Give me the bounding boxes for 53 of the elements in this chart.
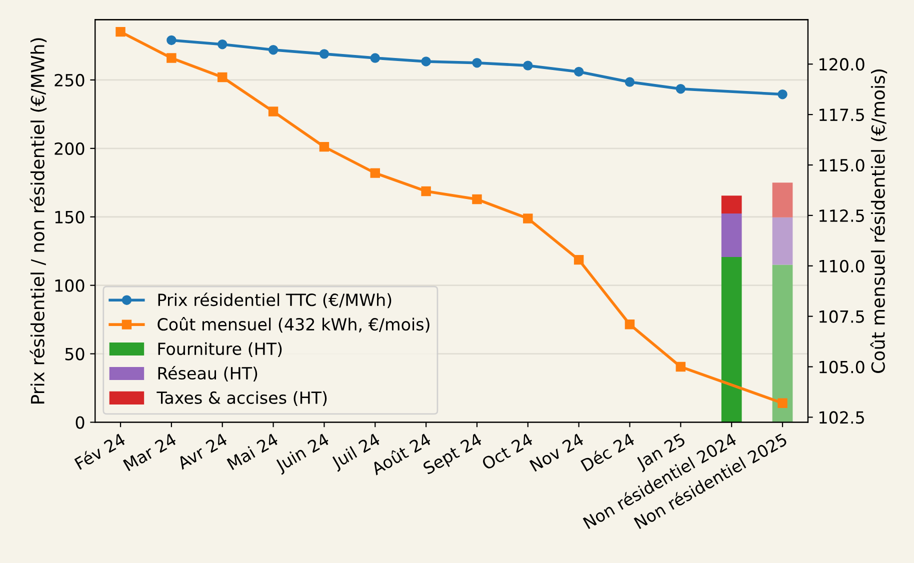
- bar: [721, 196, 742, 214]
- point: [574, 66, 584, 77]
- y-tick-label: 150: [55, 210, 84, 224]
- y2-tick-label: 102.5: [820, 411, 864, 424]
- x-tick-label: Avr 24: [176, 432, 228, 470]
- point: [624, 320, 635, 330]
- bar: [772, 217, 793, 265]
- point: [218, 72, 228, 82]
- point: [472, 194, 482, 204]
- y2-tick-label: 112.5: [820, 209, 864, 222]
- point: [319, 142, 330, 152]
- y2-tick-label: 120.0: [820, 58, 864, 71]
- legend-label: Taxes & accises (HT): [156, 391, 327, 406]
- y-tick-label: 250: [54, 74, 84, 87]
- y-tick-label: 200: [54, 142, 84, 155]
- point: [218, 39, 228, 50]
- y-tick-label: 50: [65, 348, 84, 360]
- y2-tick-label: 107.5: [820, 310, 864, 323]
- point: [523, 60, 533, 70]
- point: [523, 214, 533, 224]
- point: [166, 35, 176, 46]
- point: [268, 106, 278, 116]
- point: [268, 44, 278, 55]
- y2-axis-title: Coût mensuel résidentiel (€/mois): [870, 70, 888, 373]
- point: [370, 168, 380, 178]
- point: [574, 254, 584, 265]
- y2-tick-label: 105.0: [820, 360, 864, 374]
- point: [778, 398, 788, 408]
- point: [319, 49, 330, 59]
- y-tick-label: 100: [55, 279, 84, 292]
- y2-tick-label: 110.0: [820, 260, 864, 272]
- point: [676, 362, 686, 372]
- legend-label: Coût mensuel (432 kWh, €/mois): [158, 317, 430, 333]
- point: [166, 53, 176, 63]
- point: [676, 84, 686, 94]
- point: [778, 89, 788, 100]
- legend-label: Fourniture (HT): [158, 342, 282, 358]
- bar: [721, 256, 742, 422]
- point: [370, 53, 380, 63]
- y-tick-label: 0: [76, 416, 84, 429]
- point: [624, 77, 635, 87]
- legend-label: Prix résidentiel TTC (€/MWh): [158, 292, 392, 308]
- y-axis-title: Prix résidentiel / non résidentiel (€/MWh): [30, 38, 47, 404]
- y2-tick-label: 115.0: [820, 158, 864, 172]
- bar: [772, 264, 793, 422]
- point: [472, 58, 482, 68]
- y2-tick-label: 117.5: [820, 108, 864, 122]
- point: [421, 186, 431, 196]
- bar: [721, 213, 742, 257]
- point: [421, 56, 431, 66]
- bar: [772, 182, 793, 218]
- legend-label: Réseau (HT): [158, 366, 258, 382]
- point: [116, 26, 126, 37]
